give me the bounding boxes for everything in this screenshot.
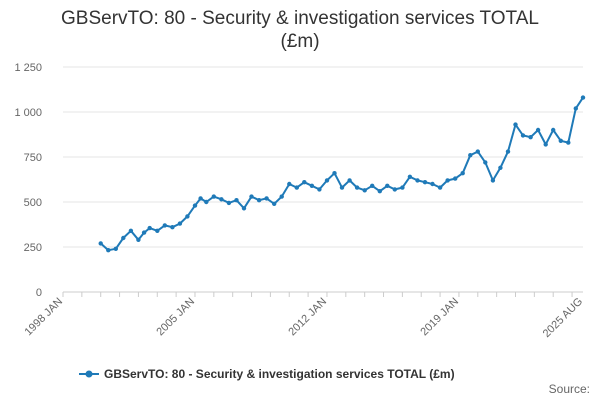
data-point bbox=[147, 225, 152, 231]
x-axis: 1998 JAN 2005 JAN 2012 JAN 2019 JAN 2025 AUG bbox=[22, 291, 585, 340]
data-point bbox=[204, 199, 209, 205]
x-tick-label: 1998 JAN bbox=[22, 296, 65, 339]
data-point bbox=[226, 200, 232, 206]
x-tick-label: 2025 AUG bbox=[541, 296, 585, 340]
data-point bbox=[198, 196, 203, 201]
data-point bbox=[407, 174, 413, 179]
data-point bbox=[121, 235, 126, 241]
data-point bbox=[437, 185, 443, 190]
data-point bbox=[430, 181, 435, 187]
data-point bbox=[498, 165, 503, 170]
data-point bbox=[136, 237, 141, 242]
data-point bbox=[128, 228, 134, 233]
data-point bbox=[370, 183, 375, 188]
legend-label: GBServTO: 80 - Security & investigation … bbox=[104, 367, 455, 381]
data-point bbox=[241, 206, 247, 211]
data-point bbox=[566, 140, 571, 145]
data-point bbox=[106, 248, 111, 253]
data-point bbox=[249, 194, 254, 199]
data-point bbox=[362, 188, 367, 193]
x-tick-label: 2005 JAN bbox=[154, 296, 197, 339]
data-point bbox=[453, 176, 458, 181]
plot-area bbox=[98, 95, 586, 253]
y-tick-label: 0 bbox=[36, 287, 42, 299]
data-point bbox=[272, 201, 277, 206]
data-point bbox=[162, 223, 167, 228]
data-point bbox=[279, 194, 284, 199]
data-point bbox=[520, 133, 526, 138]
data-point bbox=[543, 142, 548, 147]
data-point bbox=[422, 180, 428, 185]
data-point bbox=[287, 181, 292, 187]
x-tick-label: 2019 JAN bbox=[418, 296, 461, 339]
data-point bbox=[415, 178, 420, 183]
legend[interactable]: GBServTO: 80 - Security & investigation … bbox=[79, 367, 455, 381]
data-point bbox=[475, 149, 480, 154]
y-tick-label: 250 bbox=[24, 242, 42, 254]
data-point bbox=[490, 178, 496, 183]
data-point bbox=[551, 127, 556, 133]
data-point bbox=[573, 106, 578, 111]
data-point bbox=[558, 138, 563, 143]
x-tick-label: 2012 JAN bbox=[286, 296, 329, 339]
data-point bbox=[392, 187, 397, 192]
y-tick-label: 1 000 bbox=[14, 107, 42, 119]
data-point bbox=[332, 171, 337, 176]
y-axis: 0 250 500 750 1 000 1 250 bbox=[14, 62, 42, 299]
data-point bbox=[354, 185, 360, 190]
data-point bbox=[445, 178, 450, 183]
data-point bbox=[460, 171, 465, 176]
y-tick-label: 500 bbox=[24, 197, 42, 209]
data-point bbox=[177, 221, 183, 226]
data-point bbox=[98, 241, 103, 246]
data-point bbox=[234, 198, 239, 203]
data-point bbox=[211, 194, 216, 199]
chart-title-line-2: (£m) bbox=[280, 31, 319, 52]
data-point bbox=[513, 122, 518, 127]
data-point bbox=[219, 197, 224, 202]
chart-title-line-1: GBServTO: 80 - Security & investigation … bbox=[61, 8, 539, 29]
data-point bbox=[339, 185, 345, 190]
data-point bbox=[192, 203, 198, 208]
data-point bbox=[302, 180, 307, 185]
data-point bbox=[377, 189, 382, 194]
data-point bbox=[535, 127, 541, 133]
y-tick-label: 750 bbox=[24, 152, 42, 164]
data-point bbox=[113, 246, 119, 251]
data-point bbox=[385, 183, 390, 188]
data-point bbox=[580, 95, 586, 100]
y-tick-label: 1 250 bbox=[14, 62, 42, 74]
data-point bbox=[347, 178, 352, 183]
data-point bbox=[528, 135, 533, 140]
data-point bbox=[468, 153, 473, 158]
data-point bbox=[141, 230, 147, 235]
data-point bbox=[170, 225, 175, 230]
data-point bbox=[256, 198, 262, 203]
data-point bbox=[294, 185, 299, 190]
data-point bbox=[185, 214, 190, 219]
data-point bbox=[264, 196, 269, 201]
data-point bbox=[324, 178, 330, 183]
data-point bbox=[317, 187, 322, 192]
data-point bbox=[505, 149, 511, 154]
data-point bbox=[155, 228, 160, 233]
data-point bbox=[483, 160, 488, 165]
gridlines bbox=[63, 66, 583, 248]
data-point bbox=[400, 185, 405, 190]
source-label: Source: bbox=[549, 382, 590, 396]
legend-marker-icon bbox=[85, 370, 93, 378]
data-point bbox=[309, 183, 315, 188]
